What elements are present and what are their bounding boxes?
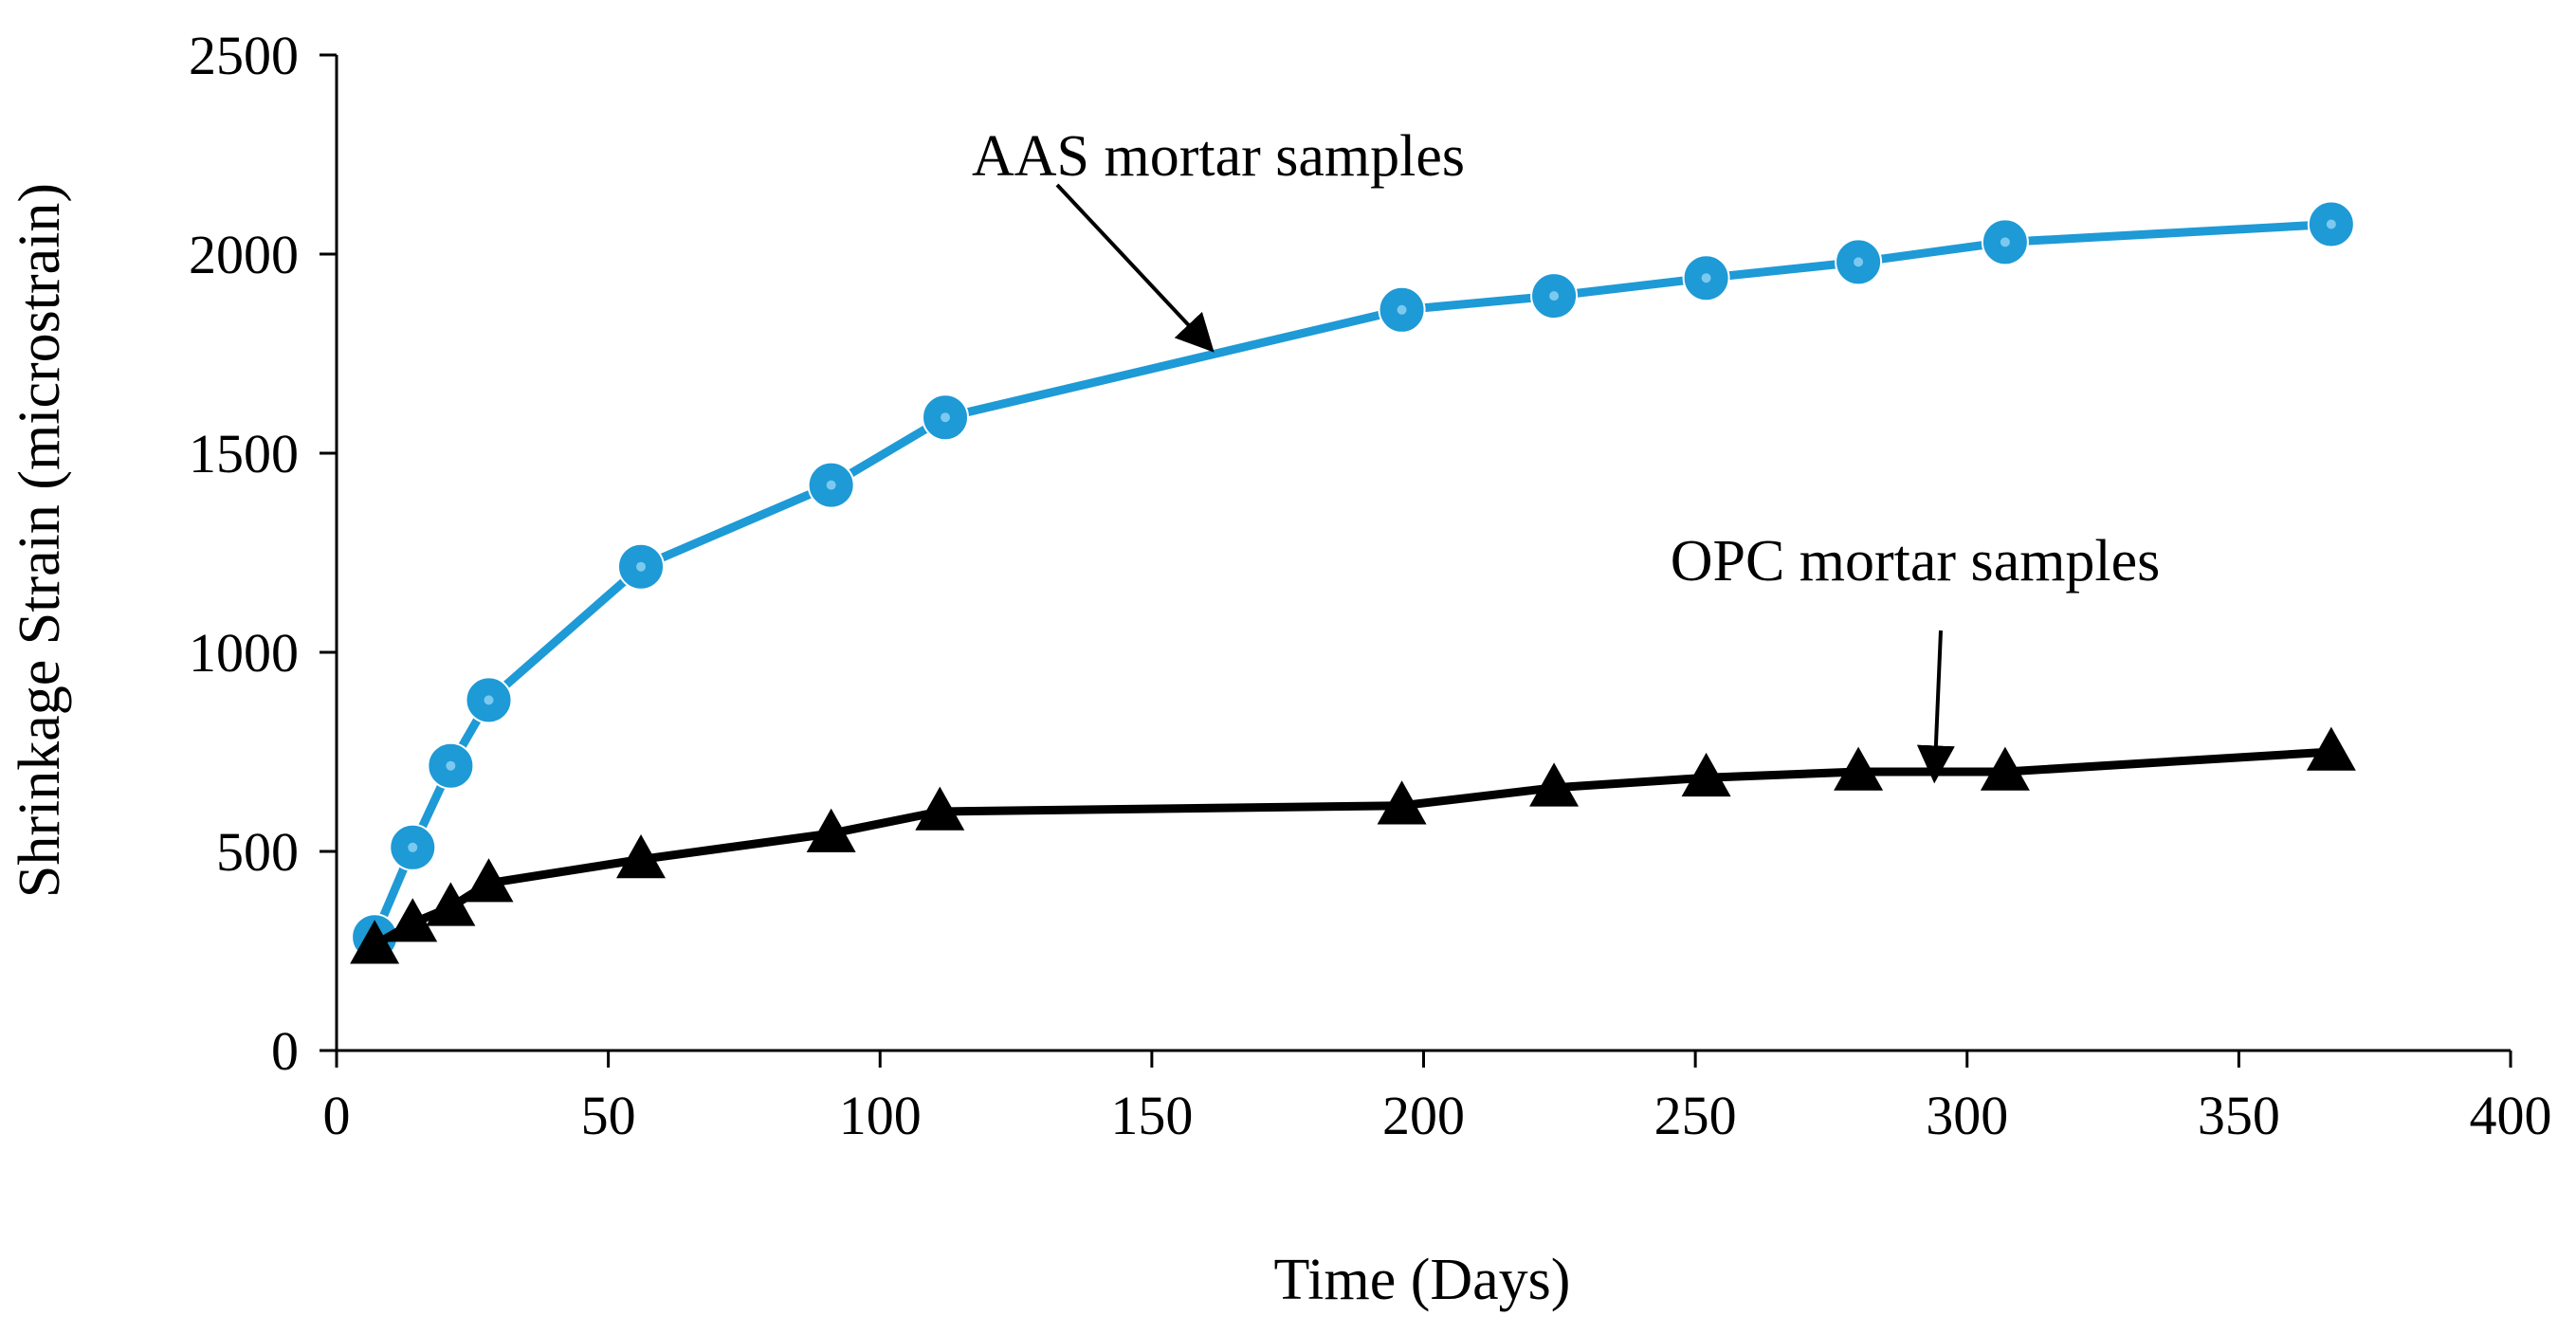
series-layer (350, 200, 2356, 964)
y-tick-label: 2500 (189, 25, 299, 86)
data-point (350, 920, 400, 964)
data-point (426, 882, 476, 926)
data-point-center (636, 561, 647, 572)
x-tick-label: 200 (1382, 1085, 1465, 1146)
data-point-center (446, 760, 456, 771)
x-tick-label: 150 (1110, 1085, 1193, 1146)
data-point-center (2000, 237, 2010, 247)
aas-annotation-label: AAS mortar samples (972, 124, 1465, 189)
x-tick-label: 300 (1926, 1085, 2008, 1146)
data-point (806, 808, 856, 852)
data-point-center (2326, 219, 2336, 229)
y-tick-label: 1000 (189, 622, 299, 684)
data-point (388, 898, 438, 942)
aas-annotation: AAS mortar samples (972, 124, 1465, 353)
x-axis-ticks: 0 50 100 150 200 250 300 350 400 (323, 1051, 2552, 1146)
opc-annotation-label: OPC mortar samples (1671, 529, 2161, 594)
data-point-center (484, 695, 494, 705)
series-line (372, 747, 2332, 949)
y-axis-title: Shrinkage Strain (microstrain) (8, 183, 72, 898)
data-point-center (826, 480, 836, 490)
data-point (2306, 726, 2356, 771)
y-tick-label: 0 (271, 1020, 299, 1082)
data-point (1529, 762, 1580, 807)
x-axis-title: Time (Days) (1274, 1248, 1571, 1312)
aas-annotation-arrow (1055, 183, 1215, 353)
series-opc (350, 726, 2356, 964)
x-tick-label: 250 (1654, 1085, 1737, 1146)
data-point-center (1549, 291, 1560, 302)
x-tick-label: 350 (2198, 1085, 2280, 1146)
opc-annotation-arrow (1916, 630, 1955, 784)
data-point-center (408, 842, 418, 852)
data-point-center (1854, 257, 1864, 267)
data-point (1834, 746, 1884, 791)
y-tick-label: 500 (216, 821, 299, 883)
opc-annotation: OPC mortar samples (1671, 529, 2161, 784)
x-tick-label: 100 (839, 1085, 922, 1146)
data-point (616, 834, 667, 879)
data-point-center (941, 412, 951, 423)
x-tick-label: 50 (581, 1085, 636, 1146)
data-point-center (1397, 304, 1407, 315)
x-tick-label: 400 (2470, 1085, 2552, 1146)
data-point (1681, 752, 1731, 797)
series-aas (351, 200, 2355, 961)
x-tick-label: 0 (323, 1085, 351, 1146)
data-point (1377, 780, 1427, 825)
data-point (1980, 746, 2030, 791)
data-point (915, 786, 965, 831)
data-point (464, 858, 514, 903)
data-point-center (1701, 273, 1711, 283)
y-tick-label: 2000 (189, 224, 299, 285)
y-tick-label: 1500 (189, 423, 299, 484)
y-axis-ticks: 0 500 1000 1500 2000 2500 (189, 25, 337, 1082)
